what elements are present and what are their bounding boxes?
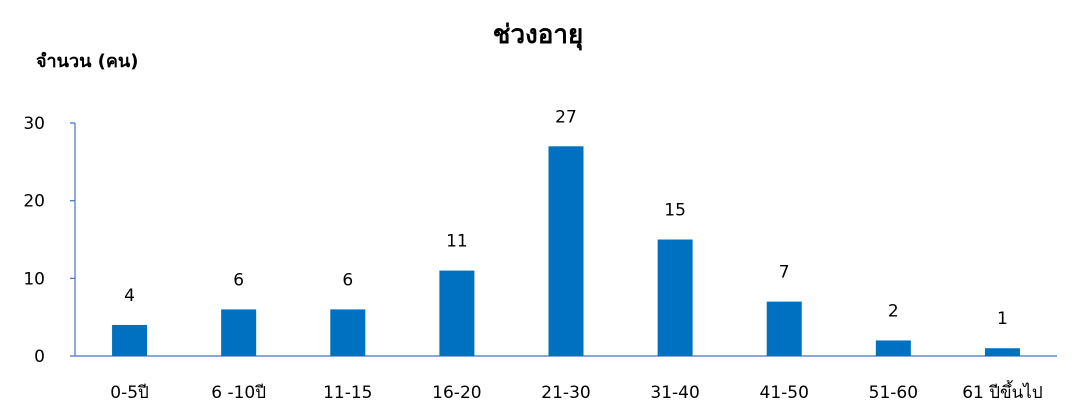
x-tick-label: 16-20 (432, 383, 481, 403)
data-label: 6 (233, 270, 244, 290)
data-label: 27 (555, 107, 577, 127)
x-tick-label: 51-60 (869, 383, 918, 403)
bar (221, 309, 257, 356)
y-tick-label: 20 (23, 192, 45, 212)
x-tick-label: 41-50 (760, 383, 809, 403)
x-tick-label: 21-30 (541, 383, 590, 403)
y-tick-label: 0 (34, 347, 45, 367)
x-tick-label: 61 ปีขึ้นไป (962, 380, 1042, 403)
data-label: 7 (779, 263, 790, 283)
bar (548, 146, 584, 356)
x-tick-label: 0-5ปี (110, 383, 149, 403)
data-label: 4 (124, 286, 135, 306)
bar (875, 340, 911, 356)
data-label: 15 (664, 201, 686, 221)
data-label: 11 (446, 232, 468, 252)
x-tick-label: 11-15 (323, 383, 372, 403)
chart-title: ช่วงอายุ (492, 20, 584, 50)
bar (330, 309, 366, 356)
y-axis-title: จำนวน (คน) (36, 51, 139, 72)
y-tick-label: 30 (23, 114, 45, 134)
data-label: 2 (888, 301, 899, 321)
y-tick-label: 10 (23, 269, 45, 289)
x-tick-label: 31-40 (650, 383, 699, 403)
x-tick-label: 6 -10ปี (211, 383, 266, 403)
bar (766, 301, 802, 356)
bar (439, 270, 475, 356)
bar (112, 324, 148, 356)
bar (657, 239, 693, 356)
bar (984, 348, 1020, 356)
data-label: 1 (997, 309, 1008, 329)
data-label: 6 (342, 270, 353, 290)
